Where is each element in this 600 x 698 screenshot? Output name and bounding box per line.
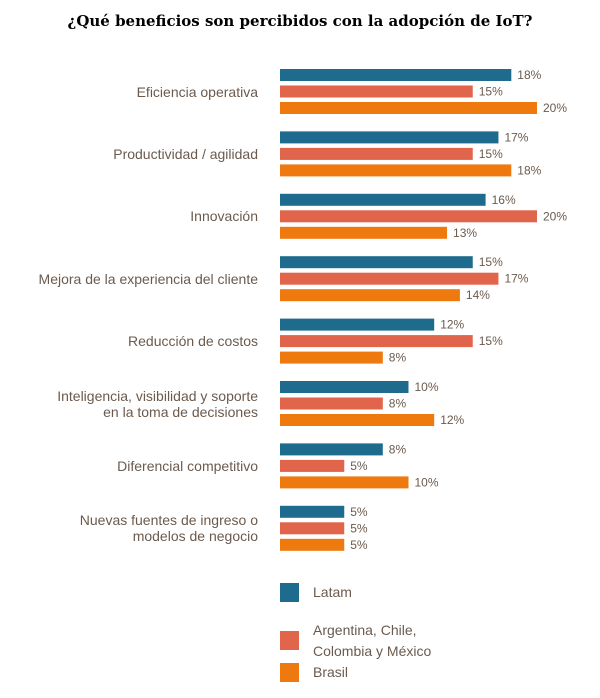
category-label-7: Diferencial competitivo bbox=[8, 458, 258, 474]
category-label-line: Productividad / agilidad bbox=[113, 145, 258, 162]
data-label-6-3: 12% bbox=[440, 413, 464, 427]
legend-label: Latam bbox=[313, 582, 493, 603]
data-label-6-2: 8% bbox=[389, 397, 407, 411]
data-label-8-3: 5% bbox=[350, 538, 368, 552]
bar-6-1 bbox=[280, 381, 409, 393]
data-label-6-1: 10% bbox=[415, 380, 439, 394]
data-label-2-2: 15% bbox=[479, 147, 503, 161]
bar-3-3 bbox=[280, 226, 448, 239]
legend-swatch bbox=[280, 583, 299, 602]
bar-1-2 bbox=[280, 85, 473, 98]
data-label-1-1: 18% bbox=[517, 68, 541, 82]
legend-item-1: Latam bbox=[280, 582, 493, 603]
bar-5-1 bbox=[280, 318, 435, 331]
bar-3-2 bbox=[280, 210, 537, 223]
data-label-7-3: 10% bbox=[415, 475, 439, 489]
data-label-5-1: 12% bbox=[440, 318, 464, 332]
bar-2-2 bbox=[280, 147, 473, 160]
category-label-line: Diferencial competitivo bbox=[117, 457, 258, 474]
legend-item-3: Brasil bbox=[280, 662, 493, 683]
bar-2-3 bbox=[280, 164, 512, 177]
data-label-5-3: 8% bbox=[389, 351, 407, 365]
bar-7-3 bbox=[280, 476, 409, 489]
data-label-3-1: 16% bbox=[492, 193, 516, 207]
bar-8-2 bbox=[280, 522, 345, 535]
data-label-7-1: 8% bbox=[389, 442, 407, 456]
data-label-3-3: 13% bbox=[453, 226, 477, 240]
chart-title: ¿Qué beneficios son percibidos con la ad… bbox=[67, 12, 533, 30]
data-label-1-2: 15% bbox=[479, 85, 503, 99]
data-label-1-3: 20% bbox=[543, 101, 567, 115]
bar-5-3 bbox=[280, 351, 383, 364]
legend-item-2: Argentina, Chile, Colombia y México bbox=[280, 620, 493, 662]
bar-7-2 bbox=[280, 459, 345, 472]
data-label-4-3: 14% bbox=[466, 288, 490, 302]
legend-label-line: Argentina, Chile, bbox=[313, 622, 417, 638]
category-label-line: Eficiencia operativa bbox=[136, 83, 258, 100]
bar-5-2 bbox=[280, 335, 473, 348]
data-label-2-1: 17% bbox=[504, 130, 528, 144]
bar-7-1 bbox=[280, 443, 383, 456]
bar-2-1 bbox=[280, 131, 499, 144]
category-label-2: Productividad / agilidad bbox=[8, 146, 258, 162]
legend-label: Argentina, Chile, Colombia y México bbox=[313, 620, 493, 662]
legend-label: Brasil bbox=[313, 662, 493, 683]
category-label-line: Inteligencia, visibilidad y soporte bbox=[57, 387, 258, 404]
legend-label-line: Brasil bbox=[313, 664, 349, 680]
legend-label-line: Latam bbox=[313, 584, 352, 600]
bar-8-3 bbox=[280, 538, 345, 551]
data-label-8-1: 5% bbox=[350, 505, 368, 519]
category-label-line: Mejora de la experiencia del cliente bbox=[38, 270, 258, 287]
bar-4-2 bbox=[280, 272, 499, 285]
data-label-4-1: 15% bbox=[479, 255, 503, 269]
legend-swatch bbox=[280, 663, 299, 682]
category-label-line: Reducción de costos bbox=[128, 333, 258, 350]
bar-4-3 bbox=[280, 289, 460, 302]
category-label-8: Nuevas fuentes de ingreso o modelos de ne… bbox=[8, 512, 258, 544]
category-label-1: Eficiencia operativa bbox=[8, 84, 258, 100]
category-label-6: Inteligencia, visibilidad y soporte en la… bbox=[8, 388, 258, 420]
data-label-7-2: 5% bbox=[350, 459, 368, 473]
data-label-4-2: 17% bbox=[504, 272, 528, 286]
legend-swatch bbox=[280, 631, 299, 650]
bar-chart: 18%15%20%17%15%18%16%20%13%15%17%14%12%1… bbox=[280, 68, 567, 552]
bar-6-3 bbox=[280, 414, 435, 426]
data-label-2-3: 18% bbox=[517, 163, 541, 177]
category-label-3: Innovación bbox=[8, 208, 258, 224]
category-label-4: Mejora de la experiencia del cliente bbox=[8, 271, 258, 287]
bar-1-3 bbox=[280, 102, 537, 114]
bar-3-1 bbox=[280, 193, 486, 206]
category-label-line: Nuevas fuentes de ingreso o bbox=[79, 512, 258, 529]
bar-1-1 bbox=[280, 69, 512, 81]
category-label-line: en la toma de decisiones bbox=[103, 403, 258, 420]
category-label-line: Innovación bbox=[190, 208, 258, 225]
legend-label-line: Colombia y México bbox=[313, 643, 432, 659]
category-label-5: Reducción de costos bbox=[8, 333, 258, 349]
bar-8-1 bbox=[280, 505, 345, 518]
category-label-line: modelos de negocio bbox=[132, 528, 258, 545]
bar-4-1 bbox=[280, 256, 473, 269]
data-label-8-2: 5% bbox=[350, 521, 368, 535]
data-label-3-2: 20% bbox=[543, 209, 567, 223]
bar-6-2 bbox=[280, 397, 383, 410]
data-label-5-2: 15% bbox=[479, 334, 503, 348]
